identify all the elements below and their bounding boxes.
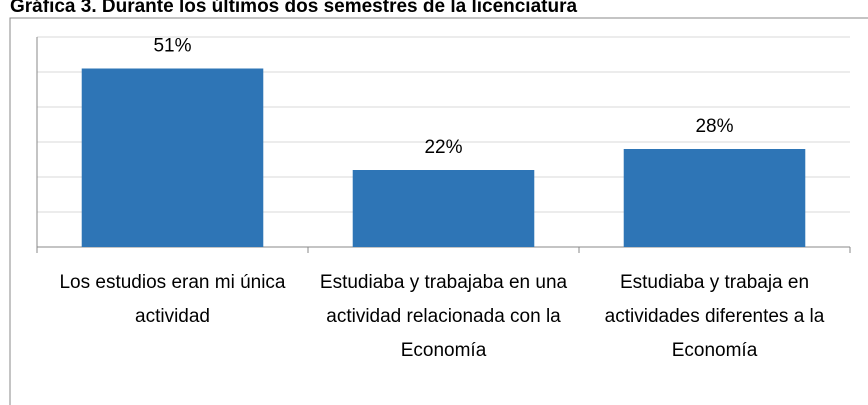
- chart-title: Gráfica 3. Durante los últimos dos semes…: [10, 0, 577, 17]
- chart-border: [9, 17, 868, 405]
- data-label: 22%: [424, 137, 462, 158]
- x-tick-label: Estudiaba y trabaja en actividades difer…: [604, 272, 825, 361]
- bar: [81, 68, 264, 247]
- x-tick-label: Los estudios eran mi única actividad: [59, 272, 286, 327]
- x-tick-label: Estudiaba y trabajaba en una actividad r…: [319, 272, 568, 361]
- data-label: 28%: [695, 116, 733, 137]
- bar: [352, 170, 535, 247]
- data-label: 51%: [153, 36, 191, 57]
- bar: [623, 149, 806, 247]
